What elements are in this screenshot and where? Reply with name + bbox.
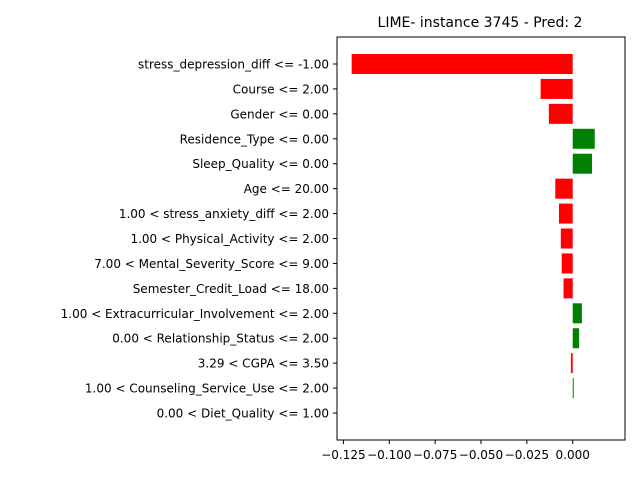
y-tick-label: Residence_Type <= 0.00 <box>180 132 329 146</box>
y-tick-label: Sleep_Quality <= 0.00 <box>192 157 329 171</box>
x-tick-label: −0.100 <box>367 448 411 462</box>
bar <box>572 328 580 349</box>
bar <box>561 253 573 274</box>
bar <box>572 303 582 324</box>
bar <box>558 203 573 224</box>
bar <box>572 128 595 149</box>
bar <box>548 103 573 124</box>
plot-frame <box>336 36 626 441</box>
bar <box>572 378 574 399</box>
y-tick-label: 3.29 < CGPA <= 3.50 <box>198 357 329 371</box>
bar <box>563 278 573 299</box>
bar <box>351 54 573 74</box>
y-tick-label: 1.00 < Counseling_Service_Use <= 2.00 <box>85 382 329 396</box>
chart-title: LIME- instance 3745 - Pred: 2 <box>378 15 583 31</box>
bar <box>540 78 573 99</box>
y-tick-label: 7.00 < Mental_Severity_Score <= 9.00 <box>94 257 329 271</box>
y-tick-label: 1.00 < Physical_Activity <= 2.00 <box>130 232 329 246</box>
x-tick-label: −0.075 <box>413 448 457 462</box>
y-tick-label: 0.00 < Relationship_Status <= 2.00 <box>112 332 329 346</box>
y-tick-label: Gender <= 0.00 <box>230 107 329 121</box>
x-tick-label: −0.125 <box>321 448 365 462</box>
y-tick-label: 1.00 < Extracurricular_Involvement <= 2.… <box>61 307 329 321</box>
x-axis-ticks: −0.125 −0.100 −0.075 −0.050 −0.025 0.000 <box>321 440 590 462</box>
x-tick-label: 0.000 <box>556 448 590 462</box>
y-tick-label: 1.00 < stress_anxiety_diff <= 2.00 <box>119 207 329 221</box>
x-tick-label: −0.050 <box>459 448 503 462</box>
y-tick-label: Age <= 20.00 <box>244 182 329 196</box>
y-tick-label: Semester_Credit_Load <= 18.00 <box>133 282 329 296</box>
y-tick-label: stress_depression_diff <= -1.00 <box>138 58 329 72</box>
y-tick-label: Course <= 2.00 <box>233 82 329 96</box>
bar <box>560 228 573 249</box>
bar <box>555 178 573 199</box>
y-axis-ticks: stress_depression_diff <= -1.00 Course <=… <box>61 58 337 421</box>
bars-group <box>351 54 595 399</box>
bar <box>570 353 573 374</box>
x-tick-label: −0.025 <box>505 448 549 462</box>
bar <box>572 153 592 174</box>
y-tick-label: 0.00 < Diet_Quality <= 1.00 <box>157 407 329 421</box>
